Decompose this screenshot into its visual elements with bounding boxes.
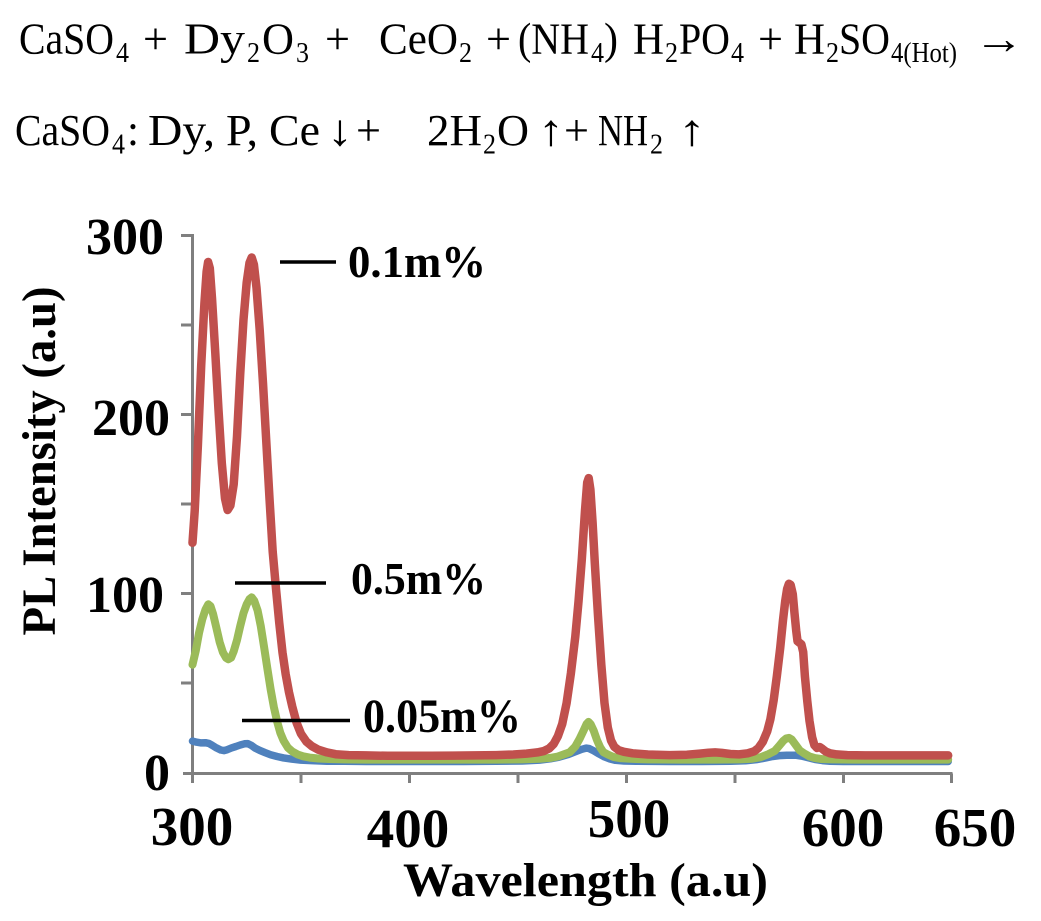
svg-text:200: 200 [92,390,170,447]
svg-text:O: O [497,106,529,155]
svg-text:→: → [974,15,1024,64]
svg-text:SO: SO [839,15,890,64]
svg-text:+: + [143,15,168,64]
svg-text:Dy,: Dy, [148,106,215,155]
svg-text:4: 4 [116,38,129,69]
svg-text:↑: ↑ [538,106,564,155]
svg-text:2: 2 [665,38,678,69]
svg-text:+: + [758,15,783,64]
svg-text:↓: ↓ [327,106,353,155]
svg-text:500: 500 [588,788,671,849]
svg-text:O: O [262,15,294,64]
svg-text:2: 2 [459,38,472,69]
svg-text:0.5m%: 0.5m% [351,553,486,604]
svg-text:+: + [325,15,350,64]
svg-text:4(Hot): 4(Hot) [891,38,957,69]
svg-text:400: 400 [367,798,450,859]
svg-text:CaSO: CaSO [19,15,114,64]
svg-text:+: + [564,106,589,155]
svg-text:4: 4 [731,38,744,69]
svg-text:2: 2 [483,130,496,161]
svg-text:100: 100 [86,567,164,624]
svg-text:0.05m%: 0.05m% [363,690,521,743]
svg-text:): ) [604,15,618,64]
svg-text:2: 2 [247,38,260,69]
svg-text:H: H [633,15,664,64]
svg-text:PL Intensity (a.u): PL Intensity (a.u) [13,287,66,636]
svg-text:2H: 2H [427,106,482,155]
svg-text:PO: PO [679,15,730,64]
svg-text:650: 650 [934,797,1017,858]
svg-text::: : [127,106,139,155]
svg-text:CeO: CeO [379,15,458,64]
svg-text:P,: P, [226,106,258,155]
svg-text:NH: NH [598,106,648,155]
svg-text:300: 300 [86,209,164,266]
svg-text:Ce: Ce [269,106,320,155]
svg-text:3: 3 [296,38,309,69]
svg-text:0: 0 [144,745,170,802]
svg-text:2: 2 [650,130,663,161]
svg-text:0.1m%: 0.1m% [348,236,486,287]
svg-text:600: 600 [802,797,885,858]
svg-text:+: + [356,106,381,155]
svg-text:↑: ↑ [678,106,706,155]
svg-text:4: 4 [112,130,125,161]
svg-text:2: 2 [826,38,839,69]
svg-text:Dy: Dy [184,15,245,64]
svg-text:CaSO: CaSO [15,106,110,155]
svg-text:Wavelength (a.u): Wavelength (a.u) [403,854,768,907]
svg-text:300: 300 [151,796,234,857]
svg-text:4: 4 [591,38,604,69]
svg-text:+: + [486,15,511,64]
svg-text:H: H [794,15,825,64]
svg-text:(NH: (NH [518,15,589,64]
